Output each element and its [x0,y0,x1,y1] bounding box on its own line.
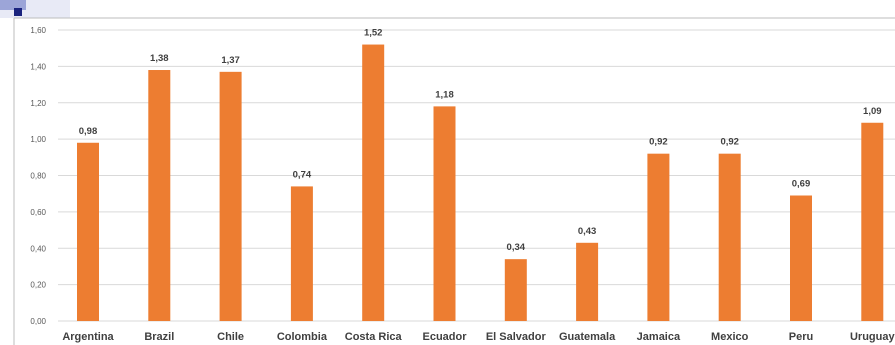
y-tick-label: 1,00 [30,135,46,144]
data-label: 1,52 [364,28,383,39]
data-label: 1,09 [863,106,882,117]
category-label: Peru [789,331,813,343]
data-label: 0,92 [720,137,739,148]
data-label: 0,98 [79,126,98,137]
bar [790,195,812,321]
bar [647,153,670,321]
bar [362,44,385,322]
bar [861,122,884,321]
data-label: 0,69 [792,179,811,190]
data-label: 1,38 [150,53,169,64]
data-label: 0,34 [507,242,526,253]
category-label: Colombia [277,331,328,343]
category-label: Brazil [144,331,174,343]
category-label: Ecuador [422,331,467,343]
y-axis-ticks: 0,00 0,20 0,40 0,60 0,80 1,00 1,20 1,40 1,60 [30,26,46,326]
y-tick-label: 0,40 [30,244,46,253]
bar [219,71,242,321]
bar [433,106,456,321]
y-tick-label: 1,60 [30,26,46,35]
category-label: Mexico [711,331,749,343]
data-label: 0,43 [578,226,597,237]
x-axis-labels: Argentina Brazil Chile Colombia Costa Rica Ec… [62,331,895,343]
data-label: 1,18 [435,89,454,100]
y-tick-label: 1,20 [30,99,46,108]
category-label: Guatemala [559,331,616,343]
bar [576,242,599,321]
bars [77,44,884,322]
category-label: Argentina [62,331,114,343]
bar [504,259,527,321]
y-tick-label: 0,80 [30,172,46,181]
category-label: Costa Rica [345,331,403,343]
category-label: Jamaica [637,331,681,343]
y-tick-label: 0,60 [30,208,46,217]
data-labels: 0,98 1,38 1,37 0,74 1,52 1,18 0,34 0,43 0,92 0,92… [79,28,882,254]
category-label: Uruguay [850,331,895,343]
data-label: 0,74 [293,169,312,180]
y-tick-label: 0,20 [30,281,46,290]
corner-decoration [0,0,70,18]
bar [290,186,313,321]
bar [77,142,99,321]
data-label: 0,92 [649,137,668,148]
bar [148,70,171,321]
category-label: El Salvador [486,331,547,343]
y-tick-label: 0,00 [30,317,46,326]
category-label: Chile [217,331,244,343]
bar [718,153,741,321]
y-tick-label: 1,40 [30,62,46,71]
gridlines [58,29,895,322]
data-label: 1,37 [221,55,240,66]
